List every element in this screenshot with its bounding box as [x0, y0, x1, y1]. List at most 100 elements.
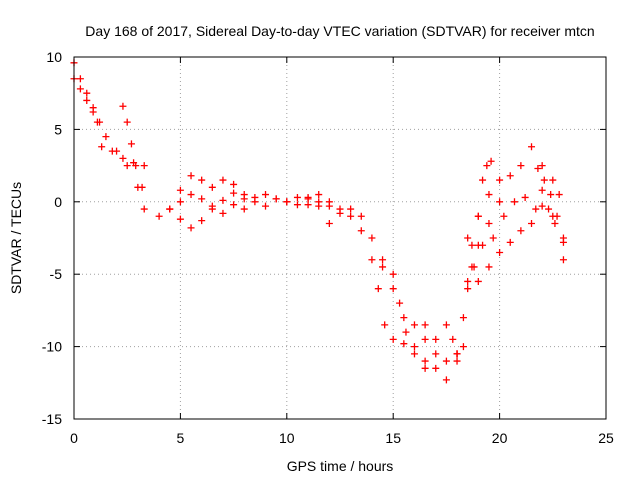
- series-track-d: [119, 102, 146, 191]
- series-track-p: [534, 164, 567, 246]
- data-point: [304, 195, 312, 203]
- data-point: [357, 212, 365, 220]
- data-point: [119, 102, 127, 110]
- data-point: [381, 321, 389, 329]
- data-point: [517, 227, 525, 235]
- data-point: [453, 350, 461, 358]
- data-point: [559, 256, 567, 264]
- data-point: [500, 212, 508, 220]
- data-point: [187, 191, 195, 199]
- data-point: [83, 96, 91, 104]
- data-point: [208, 202, 216, 210]
- x-axis-label: GPS time / hours: [287, 458, 394, 474]
- series-track-n: [468, 186, 567, 271]
- y-tick-label: 0: [54, 194, 62, 210]
- data-point: [532, 205, 540, 213]
- data-point: [521, 193, 529, 201]
- data-point: [474, 212, 482, 220]
- x-tick-label: 15: [385, 430, 401, 446]
- data-point: [176, 186, 184, 194]
- data-point: [487, 157, 495, 165]
- data-point: [198, 195, 206, 203]
- data-point: [389, 270, 397, 278]
- data-point: [464, 277, 472, 285]
- data-point: [528, 143, 536, 151]
- data-point: [140, 205, 148, 213]
- data-point: [485, 220, 493, 228]
- data-point: [240, 195, 248, 203]
- data-point: [119, 154, 127, 162]
- data-point: [293, 193, 301, 201]
- data-point: [534, 164, 542, 172]
- data-point: [464, 234, 472, 242]
- grid: [74, 57, 606, 419]
- data-point: [421, 321, 429, 329]
- data-point: [442, 357, 450, 365]
- data-point: [510, 198, 518, 206]
- data-point: [432, 364, 440, 372]
- data-point: [496, 198, 504, 206]
- data-point: [489, 234, 497, 242]
- data-point: [449, 335, 457, 343]
- x-tick-label: 25: [598, 430, 614, 446]
- data-point: [421, 335, 429, 343]
- data-point: [410, 321, 418, 329]
- data-point: [347, 212, 355, 220]
- data-point: [379, 263, 387, 271]
- data-point: [485, 263, 493, 271]
- data-point: [432, 350, 440, 358]
- axis-ticks: [73, 56, 607, 420]
- data-point: [230, 180, 238, 188]
- data-point: [325, 198, 333, 206]
- data-point: [230, 189, 238, 197]
- data-point: [123, 162, 131, 170]
- data-point: [325, 220, 333, 228]
- data-point: [421, 357, 429, 365]
- data-point: [549, 176, 557, 184]
- data-point: [400, 340, 408, 348]
- data-point: [198, 217, 206, 225]
- data-point: [442, 321, 450, 329]
- data-point: [93, 118, 101, 126]
- data-point: [547, 191, 555, 199]
- data-point: [410, 350, 418, 358]
- plot-frame: [73, 56, 607, 420]
- y-tick-label: -10: [42, 339, 62, 355]
- data-point: [187, 224, 195, 232]
- tick-labels: 0 5 10 15 20 25 -15 -10 -5 0 5 10: [42, 49, 614, 446]
- x-tick-label: 20: [492, 430, 508, 446]
- data-point: [421, 364, 429, 372]
- data-point: [538, 162, 546, 170]
- data-point: [76, 85, 84, 93]
- data-point: [127, 140, 135, 148]
- data-point: [396, 299, 404, 307]
- data-point: [140, 162, 148, 170]
- data-point: [368, 234, 376, 242]
- data-point: [506, 238, 514, 246]
- data-point: [400, 314, 408, 322]
- y-axis-label: SDTVAR / TECUs: [8, 182, 24, 294]
- data-point: [432, 335, 440, 343]
- data-point: [485, 191, 493, 199]
- data-points: [70, 59, 567, 384]
- data-point: [83, 89, 91, 97]
- series-track-l: [449, 198, 504, 358]
- y-tick-label: -15: [42, 411, 62, 427]
- data-point: [166, 205, 174, 213]
- data-point: [251, 198, 259, 206]
- data-point: [208, 183, 216, 191]
- data-point: [76, 75, 84, 83]
- series-track-f: [166, 191, 355, 232]
- data-point: [336, 209, 344, 217]
- data-point: [453, 357, 461, 365]
- data-point: [89, 108, 97, 116]
- data-point: [479, 241, 487, 249]
- data-point: [219, 209, 227, 217]
- data-point: [538, 186, 546, 194]
- data-point: [459, 343, 467, 351]
- data-point: [496, 248, 504, 256]
- y-tick-label: 10: [46, 49, 62, 65]
- data-point: [357, 227, 365, 235]
- series-track-j: [379, 256, 461, 365]
